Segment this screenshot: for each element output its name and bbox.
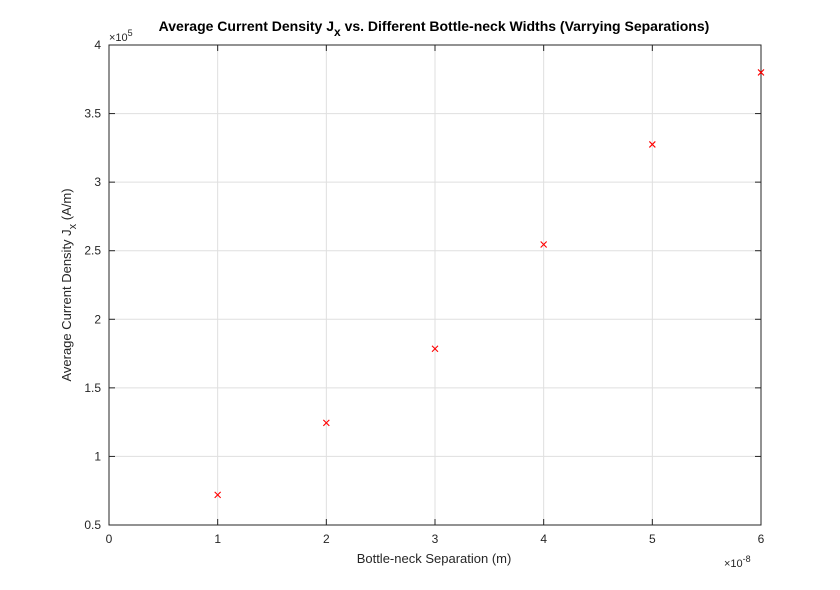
data-point-marker bbox=[214, 491, 222, 499]
y-axis-label-rest: (A/m) bbox=[59, 188, 74, 223]
x-tick-label: 6 bbox=[758, 532, 765, 546]
chart-title-rest: vs. Different Bottle-neck Widths (Varryi… bbox=[341, 18, 710, 34]
x-tick-label: 0 bbox=[106, 532, 113, 546]
x-tick-label: 4 bbox=[540, 532, 547, 546]
tick-marks bbox=[108, 44, 762, 526]
data-point-marker bbox=[431, 345, 439, 353]
x-axis-multiplier: ×10-8 bbox=[724, 554, 751, 570]
y-tick-label: 3 bbox=[94, 175, 101, 189]
data-point-marker bbox=[648, 141, 656, 148]
x-tick-label: 1 bbox=[214, 532, 221, 546]
y-tick-label: 2.5 bbox=[84, 244, 101, 258]
x-tick-label: 3 bbox=[432, 532, 439, 546]
y-tick-label: 2 bbox=[94, 312, 101, 326]
y-axis-label-subscript: x bbox=[67, 223, 79, 229]
y-tick-labels: 0.5 1 1.5 2 2.5 3 3.5 4 bbox=[84, 38, 101, 532]
x-axis-label: Bottle-neck Separation (m) bbox=[357, 551, 512, 566]
y-tick-label: 0.5 bbox=[84, 518, 101, 532]
y-axis-label: Average Current Density Jx (A/m) bbox=[59, 188, 79, 381]
x-axis-exponent: -8 bbox=[743, 554, 751, 564]
data-point-marker bbox=[322, 419, 330, 427]
data-point-marker bbox=[540, 241, 548, 248]
y-tick-label: 1.5 bbox=[84, 381, 101, 395]
x-tick-label: 5 bbox=[649, 532, 656, 546]
data-point-marker bbox=[757, 69, 765, 76]
y-axis-exponent: 5 bbox=[128, 28, 133, 38]
x-tick-labels: 0 1 2 3 4 5 6 bbox=[106, 532, 765, 546]
chart-title: Average Current Density Jx vs. Different… bbox=[159, 18, 710, 39]
grid bbox=[108, 44, 762, 526]
data-markers bbox=[214, 69, 765, 499]
chart-title-subscript: x bbox=[334, 25, 341, 39]
y-axis-multiplier: ×105 bbox=[109, 28, 133, 44]
y-tick-label: 1 bbox=[94, 449, 101, 463]
y-tick-label: 3.5 bbox=[84, 107, 101, 121]
y-tick-label: 4 bbox=[94, 38, 101, 52]
x-tick-label: 2 bbox=[323, 532, 330, 546]
